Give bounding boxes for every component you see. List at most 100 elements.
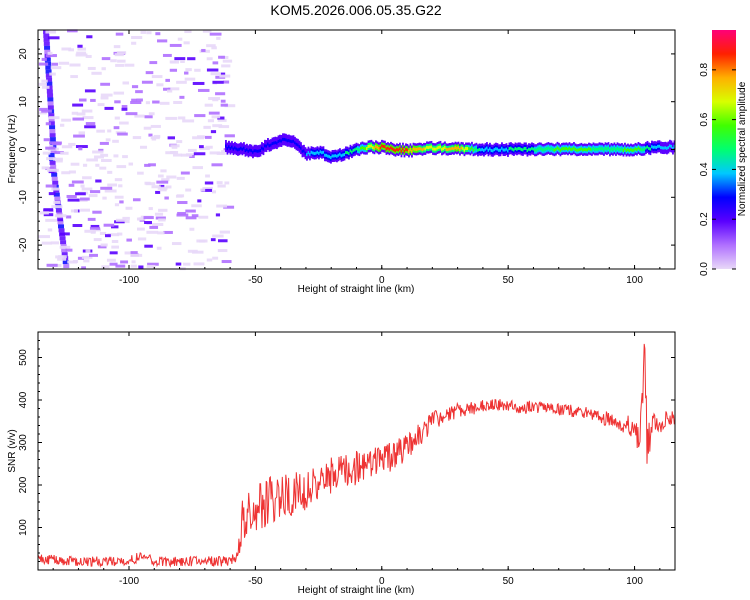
spectrogram-x-tick-label: 0	[379, 275, 385, 286]
spectrogram-ridge-core	[588, 147, 590, 151]
spectrogram-ridge-core	[604, 146, 607, 150]
spectrogram-ridge-core	[462, 146, 464, 150]
spectrogram-ridge-core	[399, 147, 401, 151]
spectrogram-noise-cell	[45, 54, 57, 58]
spectrogram-ridge-core	[238, 147, 241, 151]
spectrogram-ridge-core	[552, 148, 554, 152]
spectrogram-ridge-core	[655, 145, 658, 149]
spectrogram-noise-cell	[113, 45, 121, 49]
spectrogram-ridge-core	[465, 147, 467, 151]
spectrogram-noise-cell	[175, 194, 183, 198]
spectrogram-ridge-core	[420, 147, 422, 151]
spectrogram-noise-cell	[80, 184, 85, 188]
spectrogram-noise-cell	[78, 147, 83, 151]
spectrogram-slant-cell	[57, 220, 64, 225]
spectrogram-noise-cell	[169, 43, 182, 47]
spectrogram-ridge-core	[612, 148, 614, 152]
spectrogram-noise-cell	[206, 258, 213, 262]
spectrogram-ridge-core	[469, 147, 472, 151]
spectrogram-noise-cell	[217, 184, 226, 188]
spectrogram-noise-cell	[100, 96, 109, 100]
spectrogram-noise-cell	[81, 266, 86, 270]
spectrogram-noise-cell	[104, 106, 114, 110]
spectrogram-noise-cell	[100, 82, 111, 86]
spectrogram-noise-cell	[116, 51, 127, 55]
spectrogram-noise-cell	[131, 260, 136, 264]
spectrogram-noise-cell	[136, 217, 144, 221]
spectrogram-noise-cell	[117, 59, 126, 63]
spectrogram-noise-cell	[109, 251, 118, 255]
spectrogram-noise-cell	[41, 57, 47, 61]
spectrogram-noise-cell	[191, 204, 202, 208]
spectrogram-ridge-core	[480, 148, 482, 152]
spectrogram-ridge-core	[550, 147, 553, 151]
spectrogram-noise-cell	[83, 259, 90, 263]
spectrogram-noise-cell	[176, 176, 185, 180]
spectrogram-ridge-core	[283, 137, 286, 141]
spectrogram-ridge-core	[234, 146, 236, 150]
spectrogram-noise-cell	[170, 144, 180, 148]
spectrogram-ridge-core	[304, 151, 307, 155]
spectrogram-ridge-core	[414, 147, 416, 151]
spectrogram-noise-cell	[68, 170, 76, 174]
spectrogram-ridge-core	[501, 146, 503, 150]
snr-plot-area	[37, 343, 675, 568]
spectrogram-ridge-core	[514, 147, 517, 151]
spectrogram-ridge-core	[378, 146, 380, 150]
spectrogram-slant-cell	[48, 152, 55, 157]
spectrogram-x-tick-label: -100	[119, 275, 139, 286]
spectrogram-noise-cell	[46, 263, 58, 267]
spectrogram-ridge-core	[256, 149, 259, 153]
spectrogram-noise-cell	[43, 208, 54, 212]
spectrogram-noise-cell	[212, 80, 224, 84]
spectrogram-slant-cell	[45, 69, 52, 74]
spectrogram-x-axis-label: Height of straight line (km)	[298, 284, 415, 295]
spectrogram-noise-cell	[220, 72, 226, 76]
spectrogram-ridge-core	[354, 148, 356, 152]
spectrogram-noise-cell	[80, 208, 90, 212]
spectrogram-noise-cell	[122, 216, 130, 220]
spectrogram-slant-cell	[47, 105, 54, 110]
spectrogram-noise-cell	[189, 227, 195, 231]
spectrogram-noise-cell	[48, 192, 56, 196]
spectrogram-ridge-core	[232, 147, 235, 151]
colorbar-tick-label: 0.4	[699, 162, 710, 176]
spectrogram-ridge-core	[436, 146, 439, 150]
spectrogram-ridge-core	[658, 144, 661, 148]
spectrogram-ridge-core	[349, 149, 352, 153]
spectrogram-noise-cell	[97, 103, 105, 107]
spectrogram-noise-cell	[148, 133, 153, 137]
spectrogram-noise-cell	[111, 239, 119, 243]
spectrogram-noise-cell	[135, 90, 143, 94]
spectrogram-ridge-core	[412, 147, 415, 151]
spectrogram-ridge-core	[241, 147, 244, 151]
spectrogram-noise-cell	[158, 218, 166, 222]
spectrogram-noise-cell	[165, 151, 176, 155]
spectrogram-noise-cell	[47, 51, 53, 55]
colorbar-tick-label: 0.2	[699, 212, 710, 226]
spectrogram-ridge-core	[445, 147, 448, 151]
figure-title: KOM5.2026.006.05.35.G22	[270, 2, 441, 18]
spectrogram-noise-cell	[150, 124, 161, 128]
spectrogram-ridge-core	[312, 151, 314, 155]
colorbar-tick-label: 0.0	[699, 262, 710, 276]
spectrogram-noise-cell	[72, 224, 83, 228]
spectrogram-noise-cell	[185, 216, 197, 220]
snr-series-line	[37, 343, 675, 568]
spectrogram-noise-cell	[182, 119, 195, 123]
spectrogram-noise-cell	[50, 66, 62, 70]
spectrogram-noise-cell	[104, 234, 111, 238]
spectrogram-noise-cell	[177, 201, 188, 205]
spectrogram-ridge-core	[384, 145, 386, 149]
spectrogram-slant-cell	[61, 252, 68, 257]
spectrogram-noise-cell	[201, 48, 206, 52]
spectrogram-noise-cell	[216, 36, 221, 40]
spectrogram-ridge-core	[607, 146, 610, 150]
spectrogram-noise-cell	[54, 141, 62, 145]
spectrogram-ridge-core	[438, 145, 440, 149]
spectrogram-ridge-core	[376, 145, 379, 149]
spectrogram-y-tick-label: -10	[18, 190, 29, 205]
spectrogram-noise-cell	[115, 218, 127, 222]
spectrogram-noise-cell	[124, 63, 135, 67]
